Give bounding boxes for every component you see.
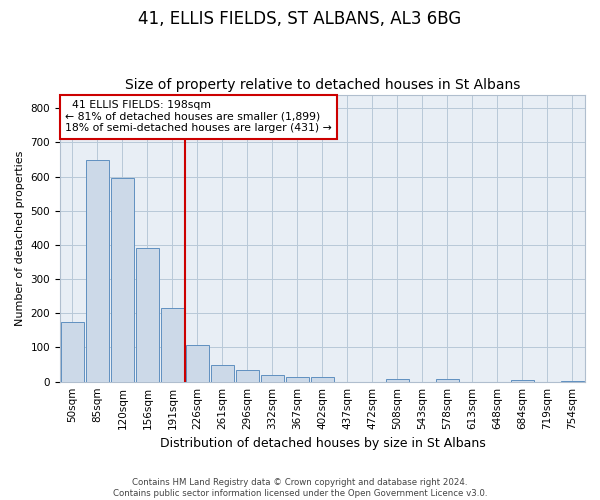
Bar <box>560 381 584 382</box>
Text: Contains HM Land Registry data © Crown copyright and database right 2024.
Contai: Contains HM Land Registry data © Crown c… <box>113 478 487 498</box>
Bar <box>185 345 209 382</box>
Y-axis label: Number of detached properties: Number of detached properties <box>15 150 25 326</box>
Bar <box>386 380 409 382</box>
Title: Size of property relative to detached houses in St Albans: Size of property relative to detached ho… <box>125 78 520 92</box>
Bar <box>286 376 310 382</box>
X-axis label: Distribution of detached houses by size in St Albans: Distribution of detached houses by size … <box>160 437 485 450</box>
Bar <box>161 308 184 382</box>
Bar <box>436 380 460 382</box>
Text: 41, ELLIS FIELDS, ST ALBANS, AL3 6BG: 41, ELLIS FIELDS, ST ALBANS, AL3 6BG <box>139 10 461 28</box>
Bar <box>61 322 84 382</box>
Bar <box>236 370 259 382</box>
Bar <box>86 160 109 382</box>
Bar <box>211 364 235 382</box>
Bar <box>110 178 134 382</box>
Text: 41 ELLIS FIELDS: 198sqm
← 81% of detached houses are smaller (1,899)
18% of semi: 41 ELLIS FIELDS: 198sqm ← 81% of detache… <box>65 100 332 134</box>
Bar <box>511 380 535 382</box>
Bar <box>260 375 284 382</box>
Bar <box>136 248 159 382</box>
Bar <box>311 376 334 382</box>
